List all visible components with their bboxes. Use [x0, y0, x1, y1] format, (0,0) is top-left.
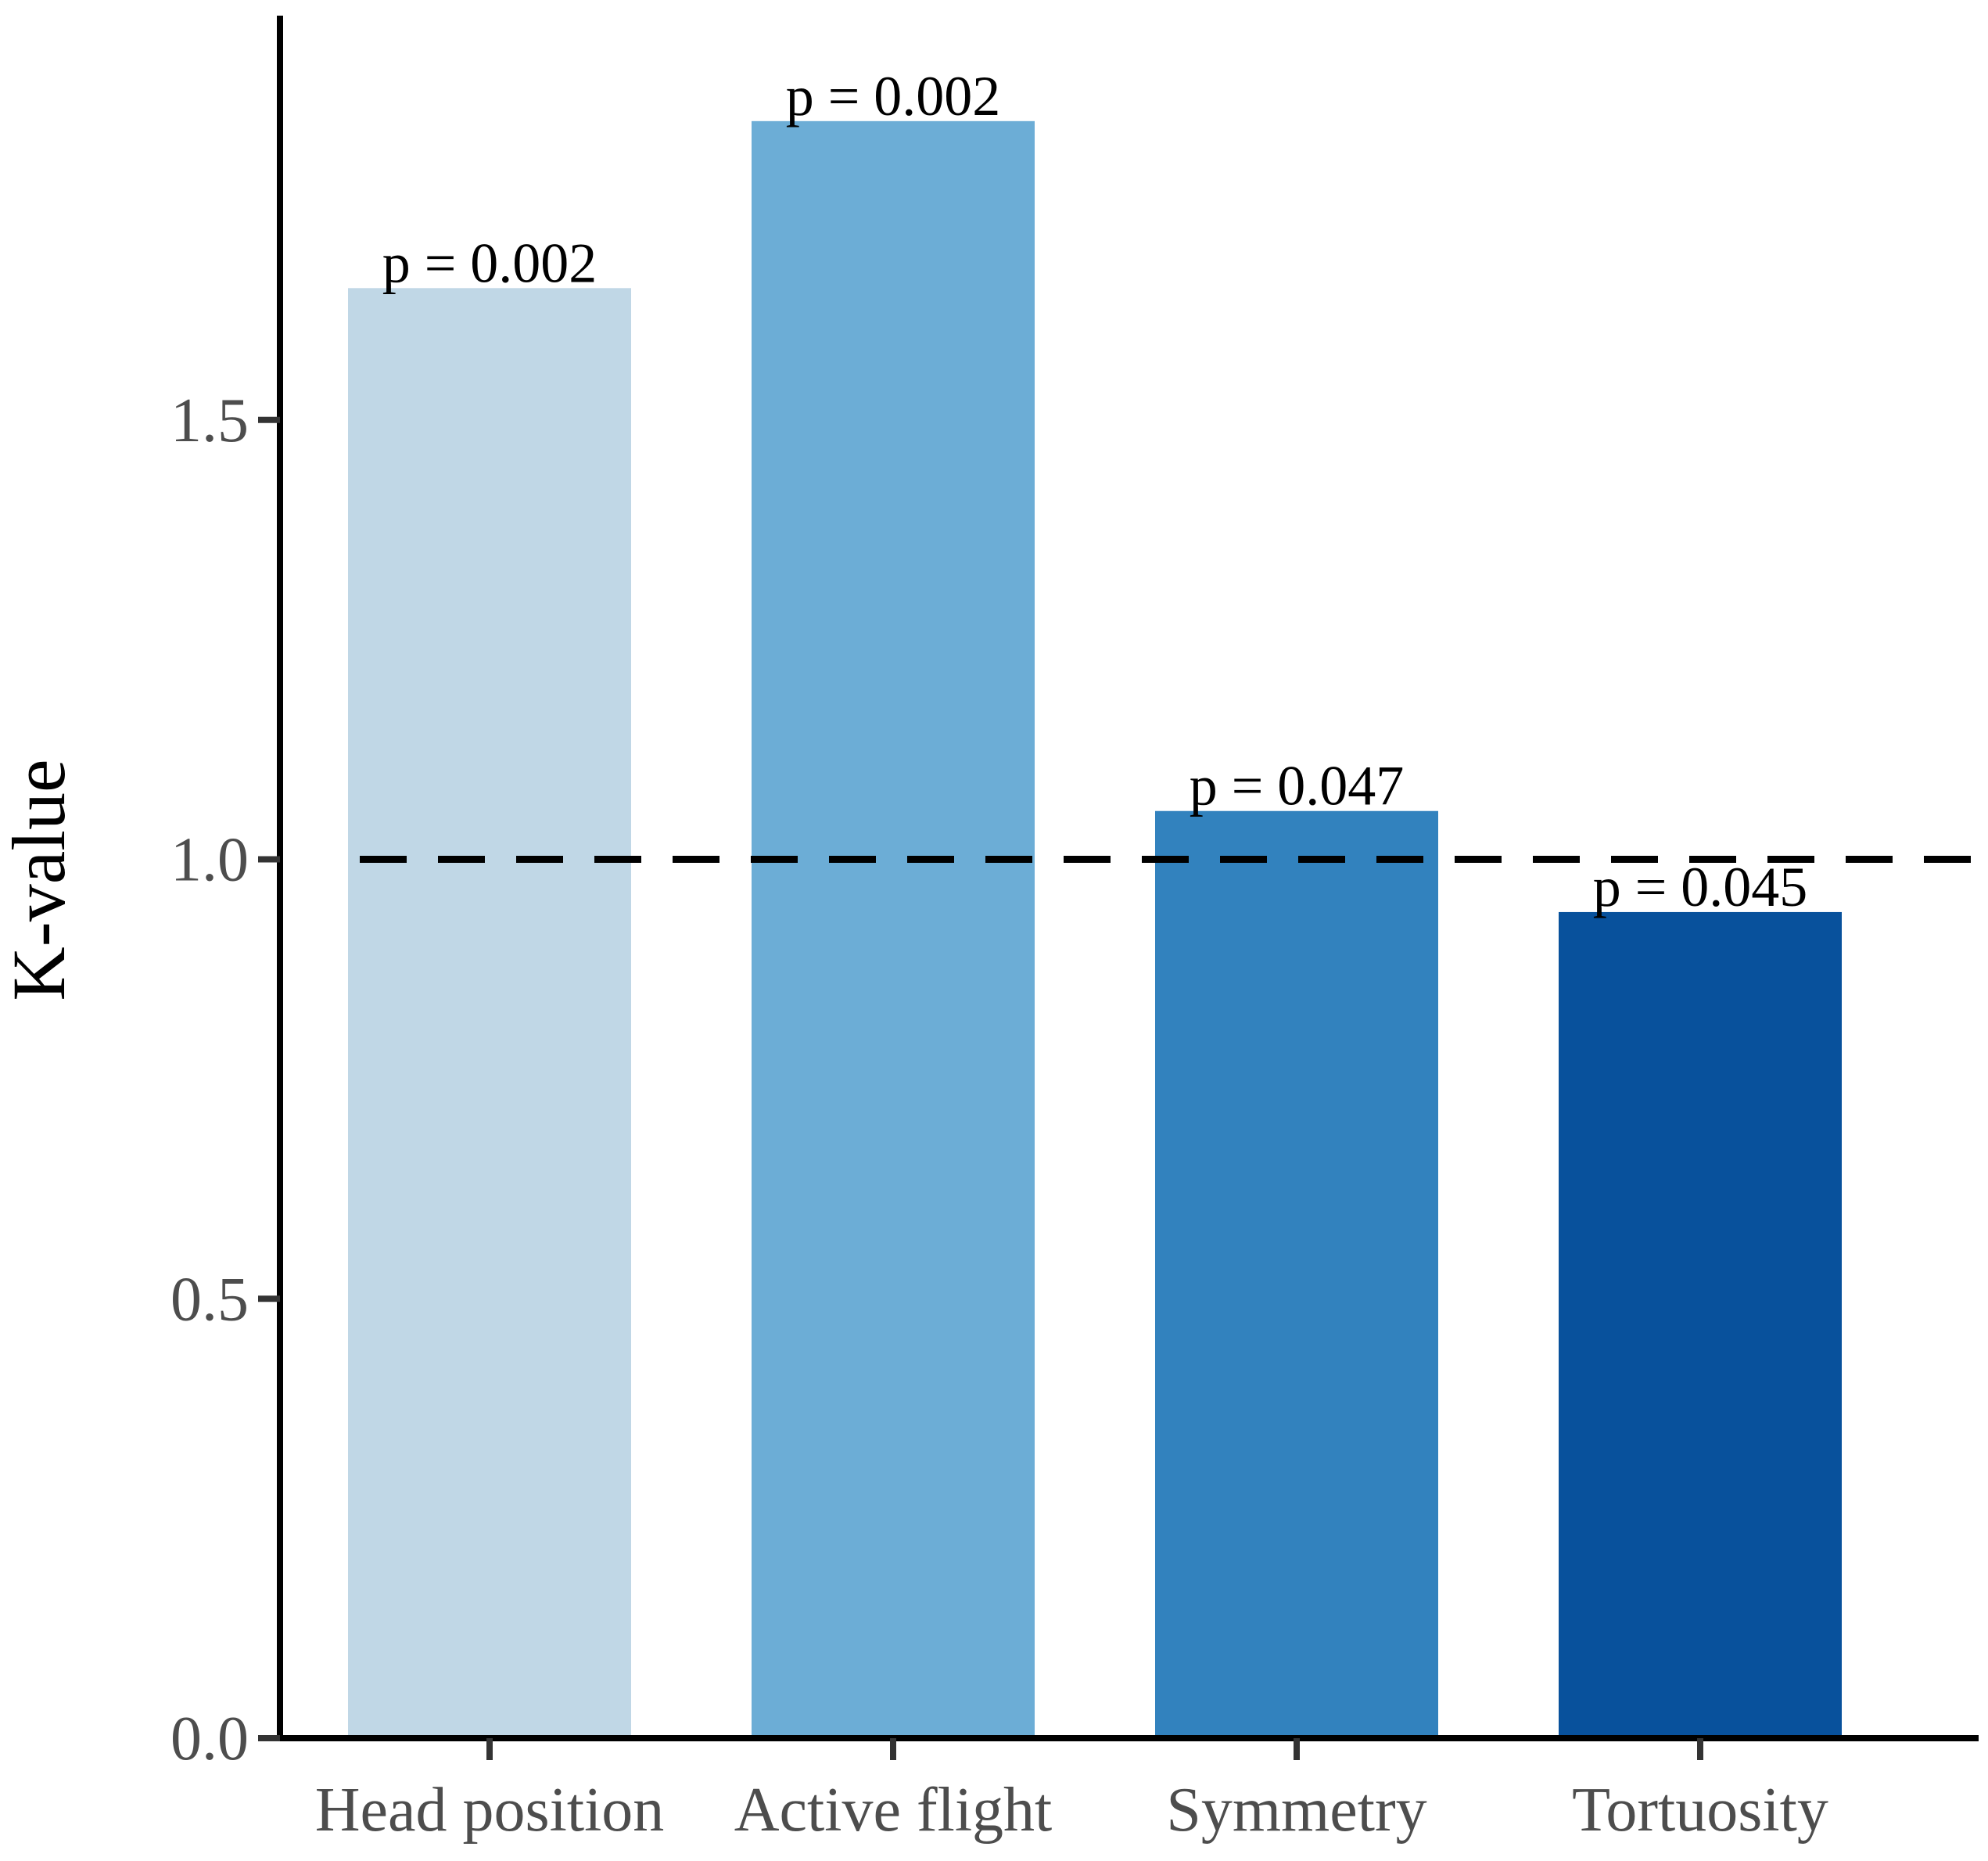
y-tick-label-2: 0.5 — [170, 1265, 249, 1334]
x-tick-label-4: Tortuosity — [1572, 1776, 1828, 1845]
y-tick-label-3: 1.0 — [170, 826, 249, 895]
bar-head-position — [348, 288, 631, 1738]
data-label-4: p = 0.045 — [1593, 856, 1808, 918]
y-tick-label-4: 1.5 — [170, 386, 249, 455]
y-axis-title: K-value — [0, 759, 81, 1001]
axes-group — [277, 16, 1979, 1741]
bars-group — [348, 120, 1842, 1738]
x-ticks-group: Head position Active flight Symmetry Tortuo… — [315, 1738, 1828, 1845]
x-tick-label-2: Active flight — [734, 1776, 1053, 1845]
data-labels-group: p = 0.002 p = 0.002 p = 0.047 p = 0.045 — [382, 65, 1808, 918]
y-tick-label-1: 0.0 — [170, 1705, 249, 1773]
bar-active-flight — [752, 120, 1035, 1738]
y-ticks-group: 0.0 0.5 1.0 1.5 — [170, 386, 280, 1773]
x-tick-label-3: Symmetry — [1166, 1776, 1426, 1845]
data-label-2: p = 0.002 — [786, 65, 1001, 128]
bar-tortuosity — [1559, 911, 1842, 1738]
data-label-1: p = 0.002 — [382, 232, 597, 294]
x-tick-label-1: Head position — [315, 1776, 665, 1845]
bar-symmetry — [1155, 810, 1438, 1738]
data-label-3: p = 0.047 — [1190, 755, 1405, 817]
